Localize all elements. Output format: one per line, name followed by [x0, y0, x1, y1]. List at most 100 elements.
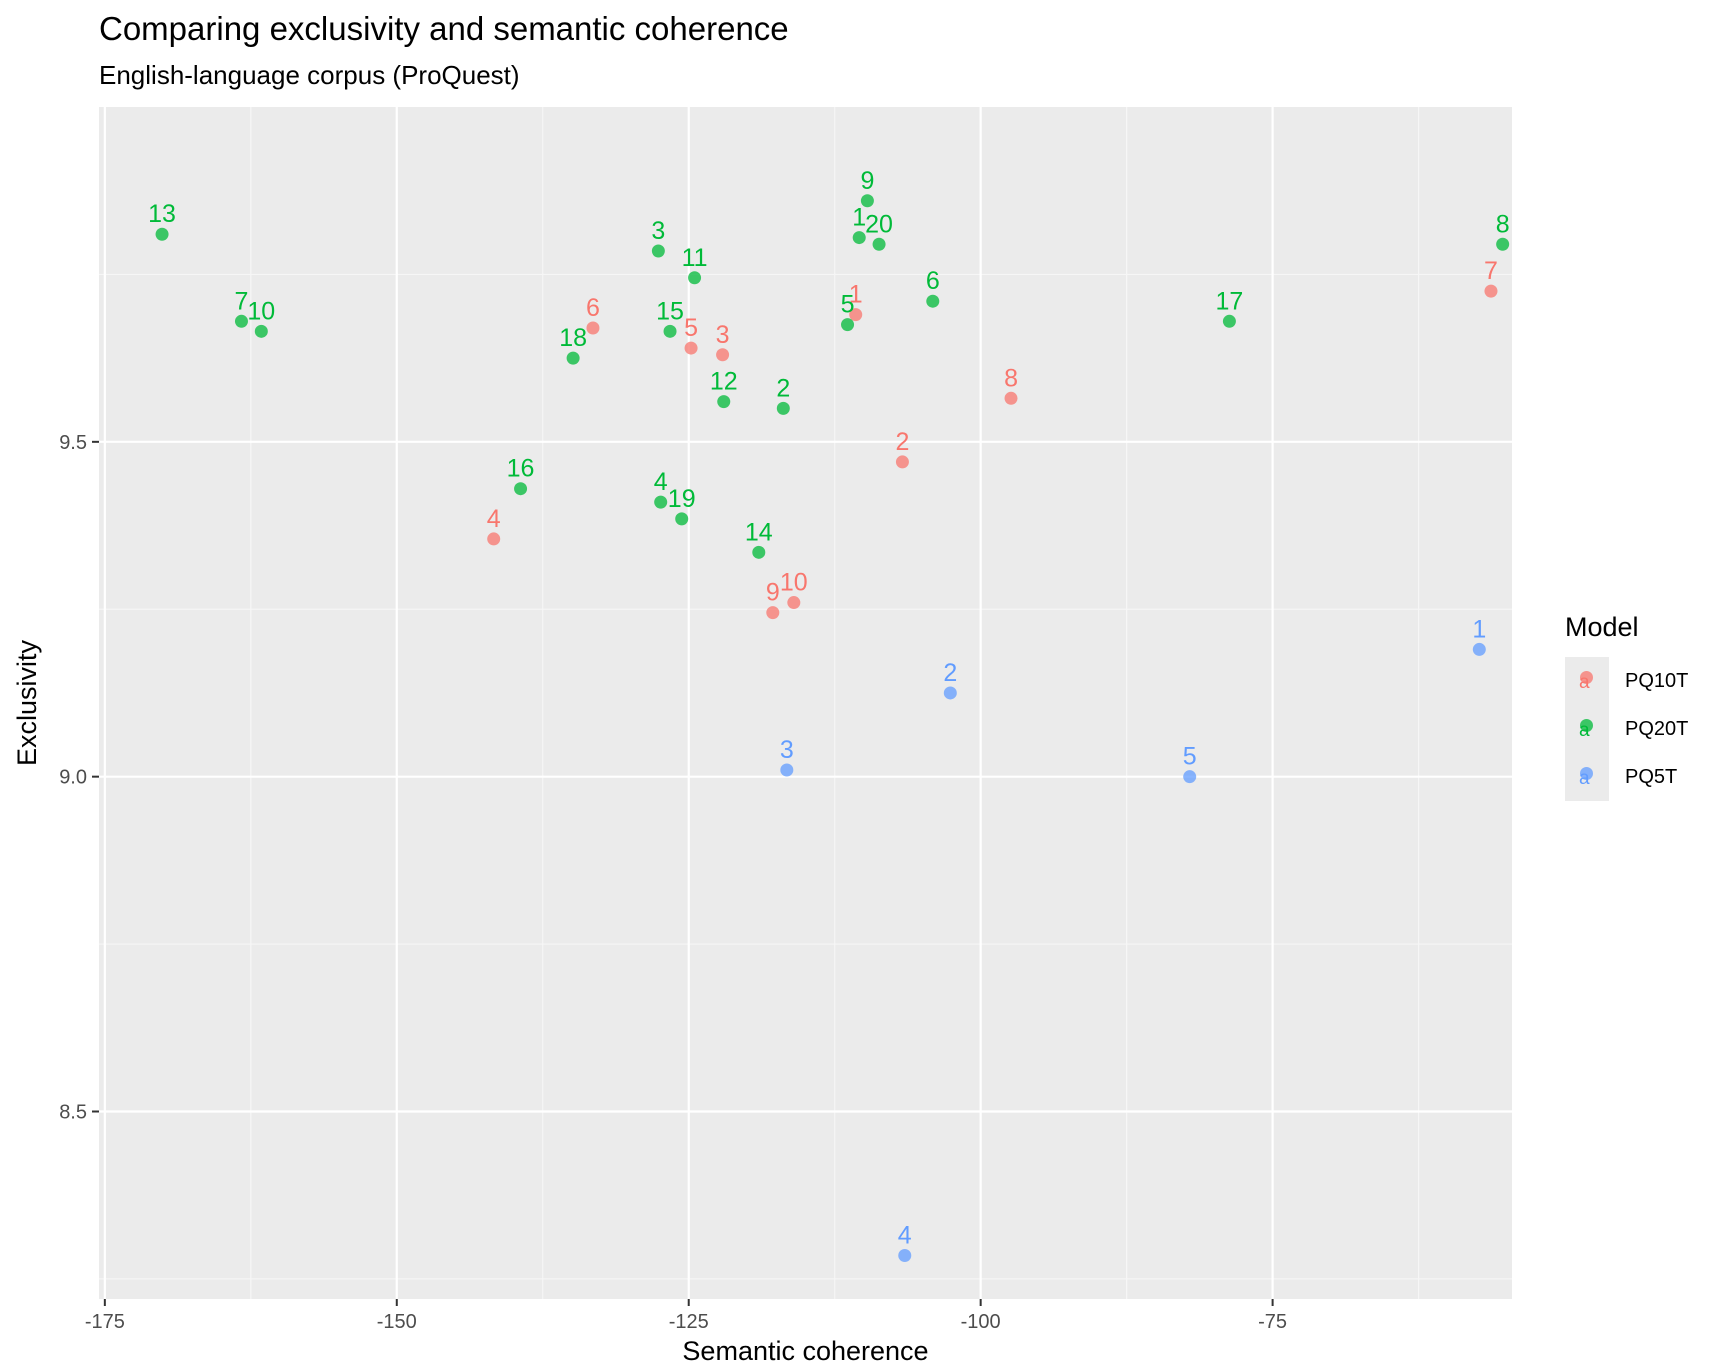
point-label-pq20t-4: 4 [654, 468, 668, 496]
point-pq20t-17 [1222, 314, 1236, 328]
point-label-pq5t-1: 1 [1472, 615, 1486, 643]
legend-label-pq20t: PQ20T [1625, 717, 1689, 740]
point-pq20t-20 [872, 237, 886, 251]
x-tick-label: -125 [669, 1311, 709, 1333]
point-label-pq20t-6: 6 [926, 267, 940, 295]
point-label-pq20t-20: 20 [865, 210, 893, 238]
x-tick-label: -175 [85, 1311, 125, 1333]
legend: Model a PQ10T a PQ20T a PQ5T [1565, 612, 1688, 801]
point-pq10t-9 [766, 606, 780, 620]
point-pq20t-4 [654, 495, 668, 509]
point-pq20t-2 [776, 401, 790, 415]
point-label-pq20t-17: 17 [1215, 287, 1243, 315]
plot-panel [99, 107, 1512, 1299]
point-pq10t-4 [487, 532, 501, 546]
point-label-pq5t-2: 2 [943, 659, 957, 687]
point-label-pq10t-7: 7 [1484, 257, 1498, 285]
legend-text-glyph-pq20t: a [1579, 720, 1590, 741]
point-pq20t-10 [254, 324, 268, 338]
x-axis-title: Semantic coherence [682, 1336, 928, 1366]
point-pq5t-2 [943, 686, 957, 700]
point-pq20t-5 [841, 318, 855, 332]
point-pq20t-19 [675, 512, 689, 526]
chart-title: Comparing exclusivity and semantic coher… [99, 10, 789, 47]
point-pq20t-9 [860, 194, 874, 208]
legend-swatch-pq20t [1580, 719, 1593, 732]
legend-item-pq20t: a PQ20T [1565, 705, 1688, 753]
point-pq20t-7 [234, 314, 248, 328]
point-pq5t-1 [1472, 642, 1486, 656]
point-pq10t-6 [586, 321, 600, 335]
point-pq20t-16 [514, 482, 528, 496]
point-label-pq20t-8: 8 [1496, 210, 1510, 238]
point-label-pq10t-4: 4 [487, 505, 501, 533]
point-pq20t-18 [566, 351, 580, 365]
point-label-pq20t-13: 13 [148, 200, 176, 228]
legend-swatch-pq10t [1580, 671, 1593, 684]
legend-key-pq10t: a [1565, 657, 1609, 705]
legend-label-pq5t: PQ5T [1625, 765, 1678, 788]
point-pq10t-5 [684, 341, 698, 355]
point-label-pq10t-6: 6 [586, 294, 600, 322]
point-pq10t-10 [787, 596, 801, 610]
point-pq10t-8 [1004, 391, 1018, 405]
x-axis: -175 -150 -125 -100 -75 [85, 1299, 1287, 1333]
point-label-pq10t-10: 10 [780, 569, 808, 597]
point-label-pq5t-5: 5 [1183, 743, 1197, 771]
x-tick-label: -100 [961, 1311, 1001, 1333]
point-label-pq10t-3: 3 [716, 321, 730, 349]
y-axis: 8.5 9.0 9.5 [59, 432, 99, 1123]
legend-text-glyph-pq5t: a [1579, 768, 1590, 789]
legend-key-pq5t: a [1565, 753, 1609, 801]
point-pq20t-14 [752, 545, 766, 559]
legend-label-pq10t: PQ10T [1625, 669, 1689, 692]
legend-item-pq10t: a PQ10T [1565, 657, 1688, 705]
point-pq10t-1 [849, 308, 863, 322]
point-label-pq10t-8: 8 [1004, 364, 1018, 392]
point-pq20t-1 [852, 231, 866, 245]
x-tick-label: -150 [377, 1311, 417, 1333]
legend-items: a PQ10T a PQ20T a PQ5T [1565, 657, 1688, 801]
point-label-pq20t-14: 14 [745, 518, 773, 546]
point-label-pq20t-1: 1 [852, 204, 866, 232]
grid-major [99, 107, 1512, 1299]
point-label-pq20t-7: 7 [235, 287, 249, 315]
legend-text-glyph-pq10t: a [1579, 672, 1590, 693]
legend-item-pq5t: a PQ5T [1565, 753, 1688, 801]
legend-swatch-pq5t [1580, 767, 1593, 780]
point-pq20t-13 [155, 227, 169, 241]
point-label-pq20t-11: 11 [682, 244, 708, 272]
point-pq10t-7 [1484, 284, 1498, 298]
point-pq10t-3 [716, 348, 730, 362]
y-axis-title: Exclusivity [12, 639, 42, 766]
point-label-pq10t-2: 2 [895, 428, 909, 456]
chart-subtitle: English-language corpus (ProQuest) [99, 60, 520, 90]
point-pq20t-12 [717, 395, 731, 409]
x-tick-label: -75 [1258, 1311, 1287, 1333]
point-label-pq5t-3: 3 [780, 736, 794, 764]
point-label-pq5t-4: 4 [898, 1221, 912, 1249]
point-label-pq20t-15: 15 [656, 297, 684, 325]
legend-title: Model [1565, 612, 1639, 642]
point-pq20t-6 [926, 294, 940, 308]
point-pq20t-8 [1496, 237, 1510, 251]
point-label-pq10t-1: 1 [849, 281, 863, 309]
y-tick-label: 8.5 [59, 1101, 87, 1123]
point-label-pq20t-18: 18 [559, 324, 587, 352]
point-label-pq20t-12: 12 [710, 368, 738, 396]
grid-minor [99, 107, 1512, 1299]
point-label-pq20t-16: 16 [507, 455, 535, 483]
point-pq10t-2 [895, 455, 909, 469]
point-pq5t-4 [898, 1248, 912, 1262]
point-label-pq10t-5: 5 [684, 314, 698, 342]
point-label-pq10t-9: 9 [766, 579, 780, 607]
point-pq5t-3 [780, 763, 794, 777]
point-label-pq20t-10: 10 [247, 297, 275, 325]
point-label-pq20t-3: 3 [651, 217, 665, 245]
data-points [155, 194, 1510, 1262]
point-label-pq20t-5: 5 [841, 291, 855, 319]
point-pq5t-5 [1183, 770, 1197, 784]
point-label-pq20t-19: 19 [668, 485, 696, 513]
